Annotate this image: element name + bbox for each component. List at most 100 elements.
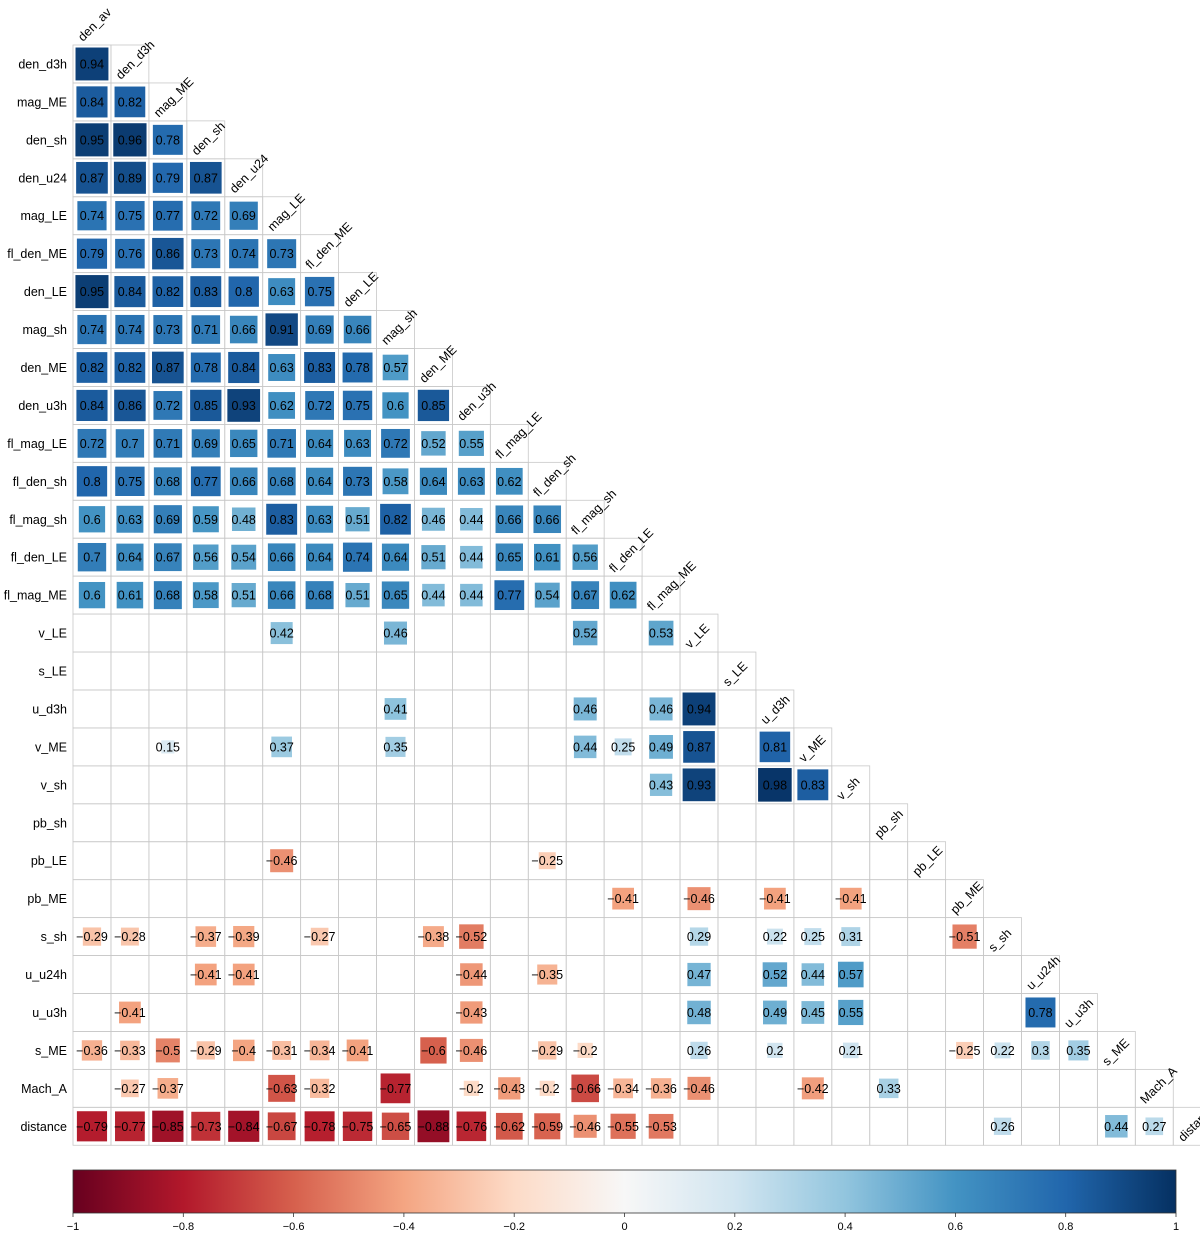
heatmap-cell-s_ME-den_ME bbox=[420, 1037, 447, 1064]
heatmap-cell-fl_mag_LE-den_av bbox=[77, 428, 107, 458]
row-label: den_ME bbox=[20, 361, 67, 375]
heatmap-cell-v_LE-fl_mag_ME bbox=[648, 620, 674, 646]
heatmap-cell-s_ME-s_sh bbox=[994, 1042, 1011, 1059]
cell-value-label: 0.52 bbox=[573, 627, 597, 641]
cell-value-label: −0.34 bbox=[607, 1082, 639, 1096]
column-label: Mach_A bbox=[1138, 1064, 1181, 1107]
grid-cell bbox=[945, 1068, 984, 1108]
row-label: u_u3h bbox=[32, 1006, 67, 1020]
cell-value-label: 0.63 bbox=[345, 437, 369, 451]
grid-cell bbox=[262, 955, 302, 994]
grid-cell bbox=[300, 727, 339, 767]
grid-cell bbox=[527, 765, 567, 805]
heatmap-cell-den_LE-mag_LE bbox=[268, 278, 296, 306]
grid-cell bbox=[679, 841, 719, 881]
cell-value-label: 0.26 bbox=[687, 1044, 711, 1058]
cell-value-label: 0.77 bbox=[497, 589, 521, 603]
heatmap-cell-fl_mag_sh-den_sh bbox=[192, 506, 219, 533]
grid-cell bbox=[717, 803, 757, 843]
heatmap-cell-fl_mag_sh-den_u24 bbox=[231, 507, 256, 531]
cell-value-label: −0.28 bbox=[114, 930, 146, 944]
heatmap-cell-fl_den_LE-mag_sh bbox=[381, 543, 410, 571]
grid-cell bbox=[338, 613, 377, 653]
cell-value-label: −0.31 bbox=[266, 1044, 298, 1058]
heatmap-cell-den_u3h-den_sh bbox=[190, 389, 222, 422]
grid-cell bbox=[869, 917, 909, 956]
cell-value-label: 0.52 bbox=[763, 968, 787, 982]
cell-value-label: 0.67 bbox=[156, 551, 180, 565]
cell-value-label: 0.58 bbox=[383, 475, 407, 489]
heatmap-cell-v_sh-fl_mag_ME bbox=[649, 773, 673, 796]
grid-cell bbox=[338, 879, 377, 919]
grid-cell bbox=[338, 651, 377, 691]
grid-cell bbox=[414, 993, 453, 1032]
grid-cell bbox=[983, 993, 1022, 1032]
heatmap-cell-distance-s_sh bbox=[993, 1117, 1012, 1135]
heatmap-cell-den_LE-den_sh bbox=[190, 276, 222, 308]
grid-cell bbox=[72, 993, 112, 1032]
grid-cell bbox=[565, 841, 605, 881]
colorbar-tick-label: −0.4 bbox=[393, 1221, 415, 1233]
heatmap-cell-pb_ME-u_d3h bbox=[764, 887, 786, 910]
cell-value-label: 0.78 bbox=[1028, 1006, 1052, 1020]
colorbar-tick-label: 0.8 bbox=[1058, 1221, 1073, 1233]
grid-cell bbox=[489, 879, 529, 919]
heatmap-cell-mag_LE-den_av bbox=[77, 201, 107, 231]
heatmap-cell-v_ME-fl_mag_ME bbox=[649, 735, 673, 759]
heatmap-cell-fl_den_sh-den_ME bbox=[419, 467, 447, 495]
heatmap-cell-v_ME-u_d3h bbox=[759, 731, 791, 763]
grid-cell bbox=[641, 955, 681, 994]
colorbar-tick-label: −0.6 bbox=[283, 1221, 305, 1233]
heatmap-cell-Mach_A-fl_den_sh bbox=[539, 1080, 555, 1096]
grid-cell bbox=[641, 803, 681, 843]
cell-value-label: 0.85 bbox=[421, 399, 445, 413]
cell-value-label: 0.63 bbox=[307, 513, 331, 527]
grid-cell bbox=[414, 955, 453, 994]
grid-cell bbox=[110, 651, 150, 691]
heatmap-cell-v_ME-v_LE bbox=[683, 731, 715, 763]
heatmap-cell-den_d3h-den_av bbox=[75, 47, 109, 81]
heatmap-cell-fl_mag_LE-den_u3h bbox=[458, 430, 484, 456]
heatmap-cell-fl_den_ME-den_sh bbox=[191, 239, 221, 269]
cell-value-label: 0.46 bbox=[573, 702, 597, 716]
cell-value-label: −0.37 bbox=[190, 930, 222, 944]
cell-value-label: 0.51 bbox=[345, 513, 369, 527]
heatmap-cell-fl_den_ME-den_u24 bbox=[229, 239, 259, 269]
heatmap-cell-fl_mag_LE-den_u24 bbox=[230, 429, 258, 458]
heatmap-cell-s_ME-mag_ME bbox=[155, 1038, 180, 1063]
heatmap-cell-s_sh-den_av bbox=[82, 927, 102, 946]
grid-cell bbox=[717, 955, 757, 994]
grid-cell bbox=[376, 765, 415, 805]
heatmap-cell-v_ME-mag_sh bbox=[385, 736, 406, 757]
cell-value-label: −0.5 bbox=[156, 1044, 181, 1058]
grid-cell bbox=[224, 803, 264, 843]
column-label: fl_mag_sh bbox=[568, 487, 619, 538]
cell-value-label: 0.44 bbox=[421, 589, 445, 603]
heatmap-cell-s_ME-den_LE bbox=[346, 1039, 369, 1062]
heatmap-cell-distance-den_ME bbox=[417, 1110, 450, 1143]
cell-value-label: 0.89 bbox=[118, 171, 142, 185]
grid-cell bbox=[262, 879, 302, 919]
column-label: pb_sh bbox=[872, 807, 906, 841]
grid-cell bbox=[755, 1106, 795, 1146]
heatmap-cell-distance-den_u3h bbox=[456, 1111, 487, 1142]
heatmap-cell-distance-fl_den_ME bbox=[304, 1111, 335, 1142]
heatmap-cell-Mach_A-den_d3h bbox=[121, 1079, 139, 1098]
cell-value-label: 0.51 bbox=[232, 589, 256, 603]
cell-value-label: 0.61 bbox=[535, 551, 559, 565]
heatmap-cell-s_ME-u_d3h bbox=[767, 1042, 783, 1058]
heatmap-cell-distance-den_av bbox=[76, 1111, 108, 1142]
heatmap-cell-Mach_A-pb_sh bbox=[878, 1078, 899, 1099]
heatmap-cell-s_ME-u_u3h bbox=[1068, 1040, 1089, 1061]
grid-cell bbox=[110, 955, 150, 994]
heatmap-cell-fl_mag_sh-den_ME bbox=[421, 507, 445, 531]
grid-cell bbox=[451, 689, 491, 729]
grid-cell bbox=[717, 1031, 757, 1070]
cell-value-label: 0.66 bbox=[232, 323, 256, 337]
heatmap-cell-den_u24-den_sh bbox=[189, 161, 222, 194]
grid-cell bbox=[376, 917, 415, 956]
heatmap-cell-fl_mag_LE-mag_sh bbox=[381, 428, 410, 458]
grid-cell bbox=[72, 879, 112, 919]
cell-value-label: 0.64 bbox=[421, 475, 445, 489]
cell-value-label: 0.57 bbox=[383, 361, 407, 375]
